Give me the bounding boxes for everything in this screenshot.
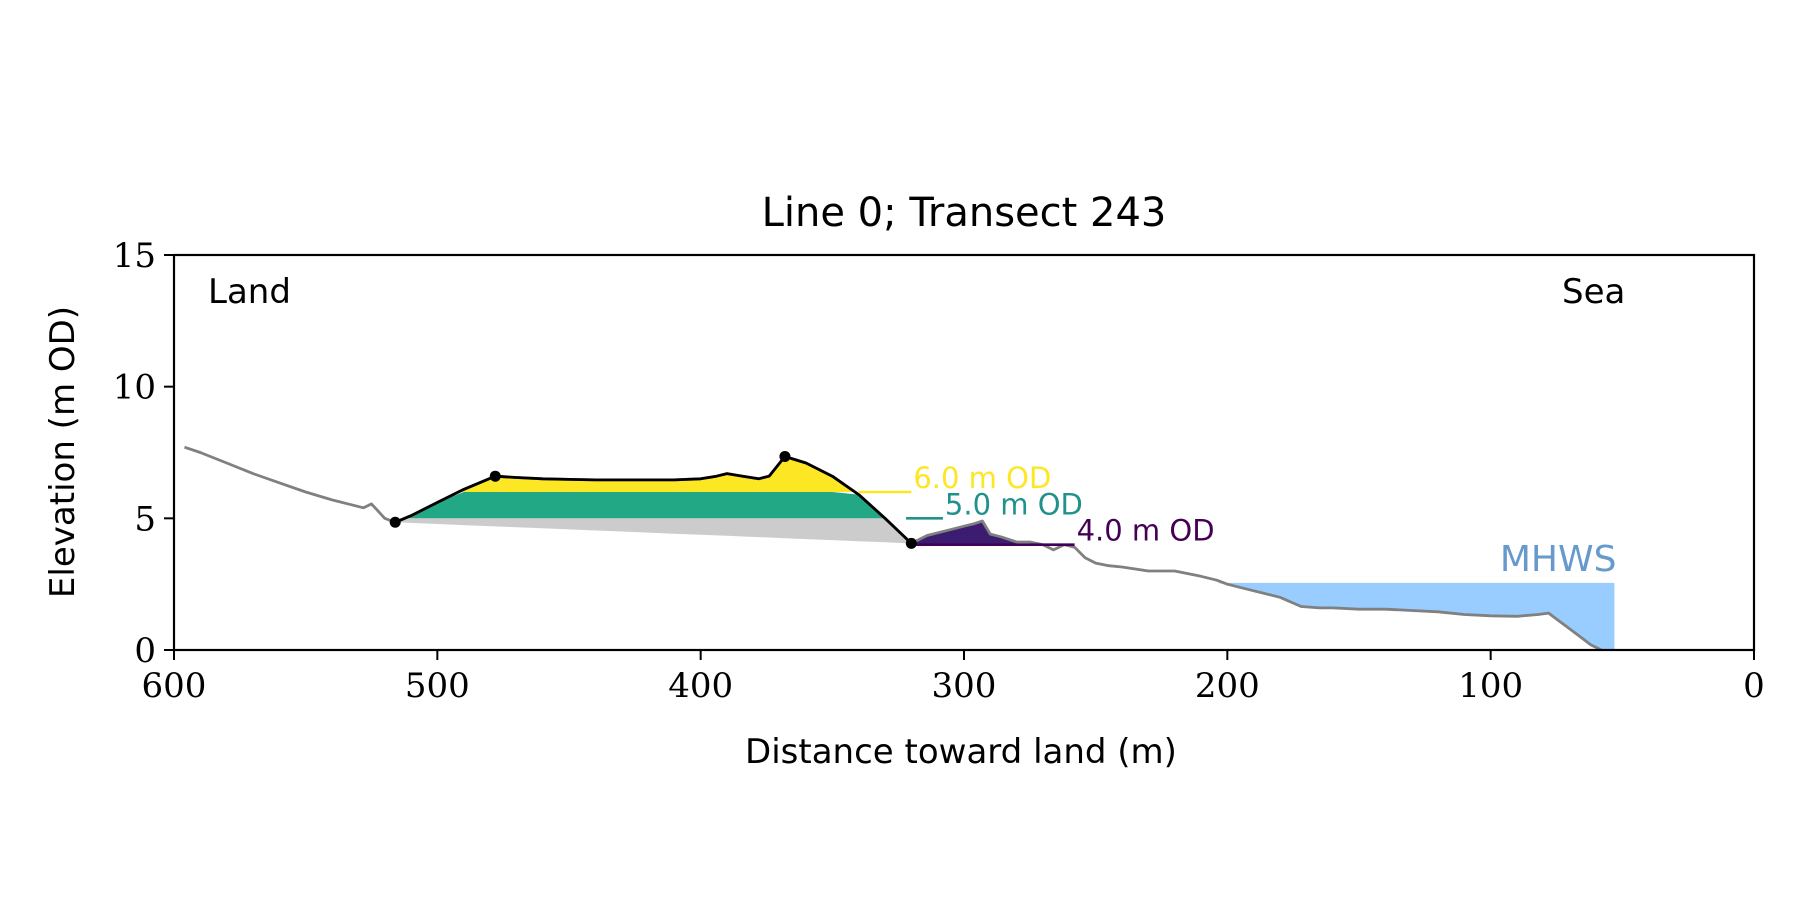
dune-marker	[905, 537, 917, 549]
dune-marker	[779, 450, 791, 462]
y-tick-label: 5	[134, 499, 156, 539]
y-tick-label: 10	[113, 368, 156, 408]
dune-marker	[389, 516, 401, 528]
x-tick-label: 200	[1195, 666, 1260, 706]
profile-line	[184, 445, 1602, 650]
x-axis-label: Distance toward land (m)	[745, 732, 1177, 772]
x-tick-label: 300	[932, 666, 997, 706]
y-tick-label: 15	[113, 236, 156, 276]
below-base-area	[395, 518, 912, 544]
level-label-5: 5.0 m OD	[945, 487, 1083, 521]
level-label-4: 4.0 m OD	[1077, 514, 1215, 548]
mhws-label: MHWS	[1500, 539, 1617, 580]
x-tick-label: 100	[1458, 666, 1523, 706]
x-tick-label: 600	[142, 666, 207, 706]
band-above-4	[911, 521, 1017, 545]
y-axis-label: Elevation (m OD)	[43, 306, 83, 598]
x-tick-label: 0	[1743, 666, 1765, 706]
dune-marker	[489, 470, 501, 482]
dune-outline	[394, 455, 913, 545]
y-tick-label: 0	[134, 631, 156, 671]
band-above-6	[458, 456, 855, 492]
mhws-water-area	[1214, 582, 1615, 650]
level-label-6: 6.0 m OD	[913, 461, 1051, 495]
chart-title: Line 0; Transect 243	[762, 190, 1167, 236]
band-5-to-6	[404, 492, 885, 519]
x-tick-label: 400	[668, 666, 733, 706]
sea-label: Sea	[1562, 272, 1625, 312]
x-tick-label: 500	[405, 666, 470, 706]
land-label: Land	[208, 272, 291, 312]
